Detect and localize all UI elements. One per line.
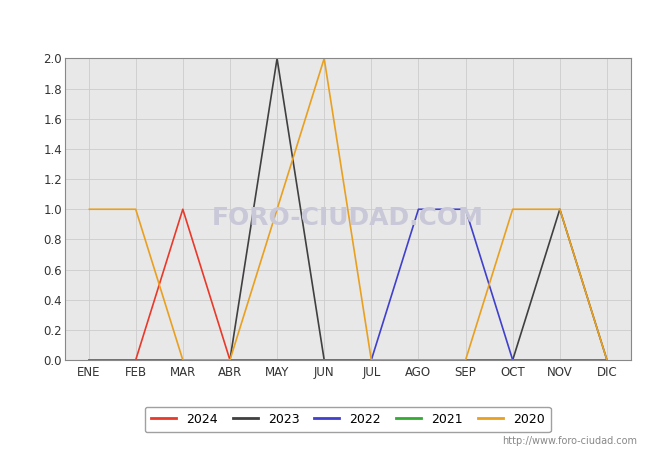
Text: http://www.foro-ciudad.com: http://www.foro-ciudad.com — [502, 436, 637, 446]
Text: Matriculaciones de Vehiculos en Molinos de Duero: Matriculaciones de Vehiculos en Molinos … — [117, 14, 533, 33]
Text: FORO-CIUDAD.COM: FORO-CIUDAD.COM — [212, 206, 484, 230]
Legend: 2024, 2023, 2022, 2021, 2020: 2024, 2023, 2022, 2021, 2020 — [145, 407, 551, 432]
